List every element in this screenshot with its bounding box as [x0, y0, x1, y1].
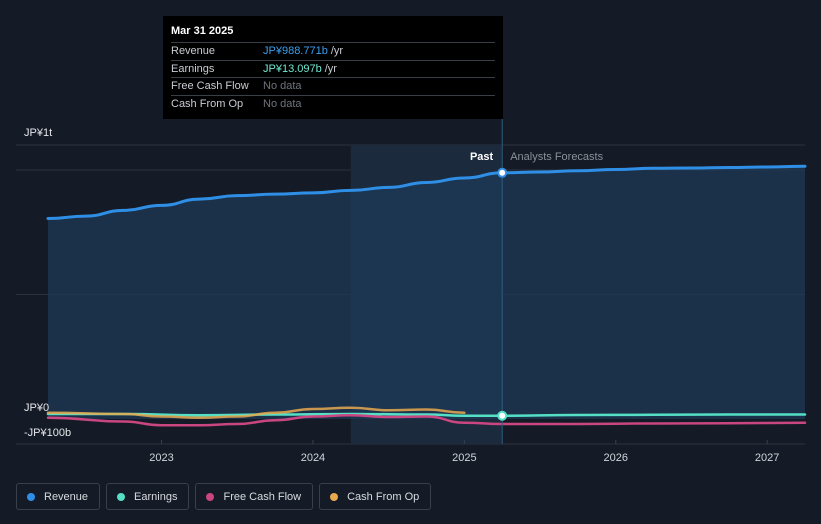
past-label: Past: [470, 151, 494, 163]
free-cash-flow-line: [46, 414, 807, 427]
x-tick-label: 2023: [149, 452, 173, 464]
tooltip-row-value: JP¥13.097b: [263, 62, 322, 75]
x-tick-label: 2025: [452, 452, 476, 464]
legend-item-free-cash-flow[interactable]: Free Cash Flow: [195, 483, 314, 510]
cash-from-op-dot-icon: [330, 492, 339, 501]
x-tick-label: 2027: [755, 452, 779, 464]
revenue-area: [48, 166, 805, 419]
revenue-dot-icon: [27, 492, 35, 501]
y-tick-label: JP¥1t: [24, 127, 52, 139]
tooltip-row: Free Cash Flow No data: [171, 77, 495, 95]
legend-item-label: Free Cash Flow: [223, 490, 302, 503]
legend-item-label: Earnings: [134, 490, 178, 503]
x-tick-label: 2026: [604, 452, 628, 464]
legend-item-label: Revenue: [44, 490, 89, 503]
revenue-marker: [497, 167, 508, 178]
tooltip-row-label: Revenue: [171, 45, 216, 57]
y-tick-label: -JP¥100b: [24, 427, 71, 439]
y-tick-label: JP¥0: [24, 402, 49, 414]
tooltip-row-label: Cash From Op: [171, 97, 244, 110]
tooltip-row: Cash From Op No data: [171, 94, 495, 113]
tooltip-row-label: Earnings: [171, 62, 215, 75]
chart-legend: Revenue Earnings Free Cash Flow Cash From O…: [16, 483, 432, 510]
earnings-dot-icon: [117, 492, 126, 501]
tooltip-row-unit: /yr: [330, 45, 344, 57]
earnings-marker: [497, 410, 508, 421]
free-cash-flow-dot-icon: [206, 492, 215, 501]
tooltip-row-value: No data: [263, 97, 302, 110]
tooltip-row: Revenue JP¥988.771b/yr: [171, 42, 495, 60]
tooltip-row-unit: /yr: [324, 62, 337, 75]
legend-item-revenue[interactable]: Revenue: [16, 483, 101, 510]
tooltip-row: Earnings JP¥13.097b/yr: [171, 59, 495, 78]
legend-item-cash-from-op[interactable]: Cash From Op: [319, 483, 432, 510]
tooltip-row-value: JP¥988.771b: [263, 45, 328, 57]
tooltip-row-label: Free Cash Flow: [171, 80, 249, 92]
series-lines: [46, 164, 807, 427]
x-tick-label: 2024: [301, 452, 325, 464]
area-fills: [48, 166, 805, 419]
tooltip-row-value: No data: [263, 80, 302, 92]
cash-from-op-line: [46, 406, 466, 420]
legend-item-label: Cash From Op: [347, 490, 420, 503]
data-tooltip: Mar 31 2025 Revenue JP¥988.771b/yr Earning…: [163, 16, 503, 119]
forecast-label: Analysts Forecasts: [510, 151, 603, 163]
tooltip-date: Mar 31 2025: [171, 25, 234, 37]
legend-item-earnings[interactable]: Earnings: [106, 483, 190, 510]
x-axis-labels: 2023 2024 2025 2026 2027: [149, 440, 779, 464]
earnings-line: [46, 412, 807, 418]
hover-markers: [497, 167, 508, 421]
revenue-line: [46, 164, 807, 221]
y-axis-labels: JP¥1t JP¥0 -JP¥100b: [24, 127, 71, 439]
